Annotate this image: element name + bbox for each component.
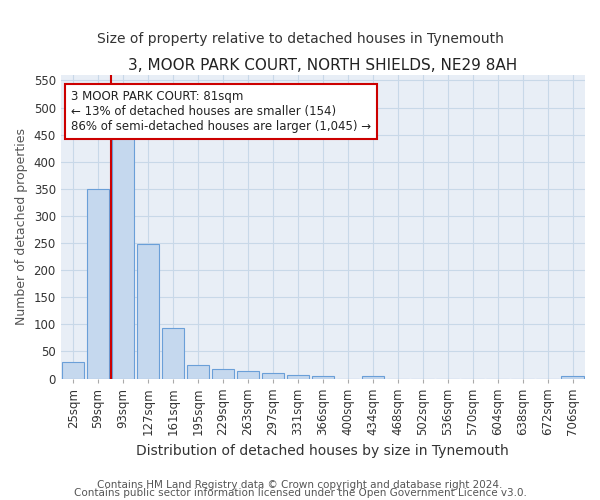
- Bar: [287, 374, 309, 378]
- Title: 3, MOOR PARK COURT, NORTH SHIELDS, NE29 8AH: 3, MOOR PARK COURT, NORTH SHIELDS, NE29 …: [128, 58, 517, 72]
- X-axis label: Distribution of detached houses by size in Tynemouth: Distribution of detached houses by size …: [136, 444, 509, 458]
- Bar: [187, 365, 209, 378]
- Y-axis label: Number of detached properties: Number of detached properties: [15, 128, 28, 326]
- Bar: [362, 376, 384, 378]
- Text: 3 MOOR PARK COURT: 81sqm
← 13% of detached houses are smaller (154)
86% of semi-: 3 MOOR PARK COURT: 81sqm ← 13% of detach…: [71, 90, 371, 133]
- Bar: [236, 371, 259, 378]
- Bar: [311, 376, 334, 378]
- Bar: [137, 244, 159, 378]
- Bar: [561, 376, 584, 378]
- Bar: [87, 189, 109, 378]
- Text: Contains public sector information licensed under the Open Government Licence v3: Contains public sector information licen…: [74, 488, 526, 498]
- Bar: [162, 328, 184, 378]
- Bar: [212, 370, 234, 378]
- Bar: [62, 362, 85, 378]
- Text: Size of property relative to detached houses in Tynemouth: Size of property relative to detached ho…: [97, 32, 503, 46]
- Bar: [112, 138, 134, 378]
- Text: Contains HM Land Registry data © Crown copyright and database right 2024.: Contains HM Land Registry data © Crown c…: [97, 480, 503, 490]
- Bar: [262, 372, 284, 378]
